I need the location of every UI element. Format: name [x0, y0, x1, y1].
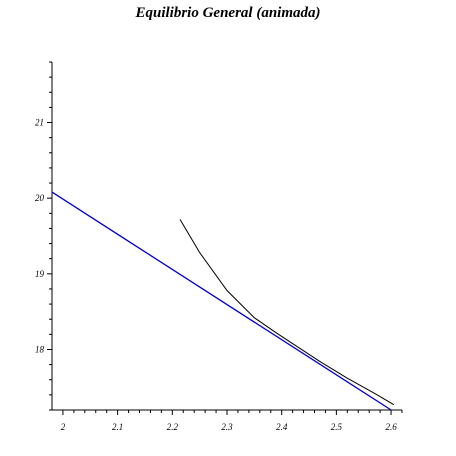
x-tick-label: 2.6 [385, 422, 397, 432]
x-tick-label: 2.2 [167, 422, 179, 432]
x-tick-label: 2.4 [276, 422, 288, 432]
series-line-blue [51, 191, 392, 411]
y-tick-label: 21 [35, 118, 44, 128]
x-tick-label: 2.1 [112, 422, 123, 432]
y-tick-label: 18 [35, 344, 45, 354]
x-tick-label: 2.5 [331, 422, 343, 432]
chart-title: Equilibrio General (animada) [134, 5, 320, 21]
plot-series [51, 191, 395, 411]
y-tick-label: 19 [35, 269, 45, 279]
x-tick-label: 2 [61, 422, 66, 432]
y-tick-label: 20 [35, 193, 45, 203]
x-tick-label: 2.3 [221, 422, 233, 432]
axes: 2 2.1 2.2 2.3 2.4 2.5 2.6 18 19 20 21 [35, 61, 403, 432]
series-curve-black [179, 219, 395, 406]
